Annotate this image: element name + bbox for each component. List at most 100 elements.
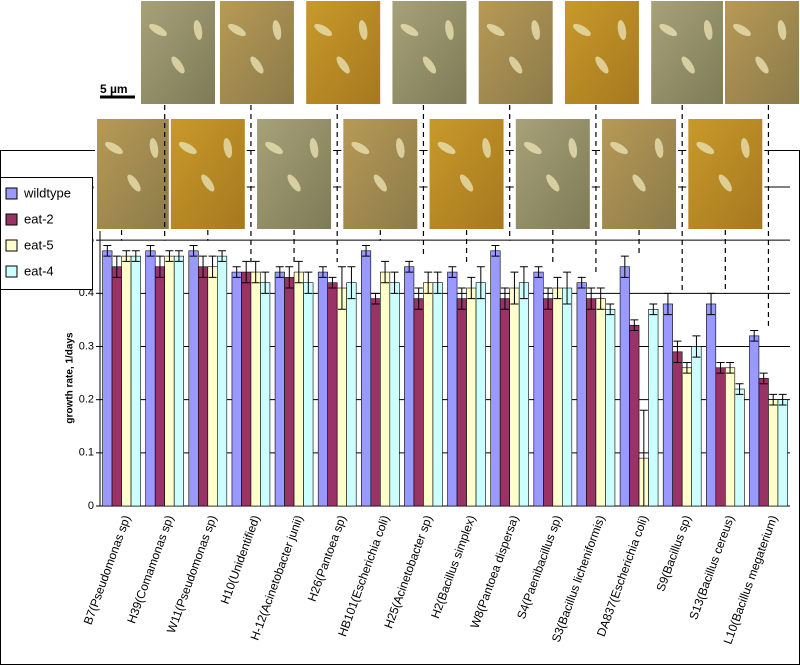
bar (681, 367, 692, 507)
bar (562, 287, 573, 507)
bar (164, 255, 175, 507)
bar (768, 399, 779, 507)
bar (777, 399, 788, 507)
micrograph (427, 117, 506, 231)
error-bar (261, 271, 270, 294)
micrograph (600, 117, 679, 231)
error-bar (716, 361, 725, 374)
error-bar (112, 255, 121, 278)
legend-label: eat-2 (24, 211, 54, 226)
cell (573, 23, 591, 37)
error-bar (519, 266, 528, 300)
bar (518, 282, 529, 507)
bar (346, 282, 357, 507)
error-bar (328, 276, 337, 289)
cell (127, 174, 141, 192)
cell (659, 23, 678, 37)
micrograph (217, 0, 296, 106)
error-bar (146, 244, 155, 257)
cell (351, 141, 370, 155)
bar (231, 271, 242, 507)
error-bar (165, 250, 174, 262)
error-bar (553, 276, 562, 300)
error-bar (405, 260, 414, 273)
cell (358, 20, 368, 40)
cell (741, 138, 750, 158)
bar (260, 282, 271, 507)
bar (447, 271, 458, 507)
cell (105, 141, 123, 155)
bar (619, 266, 630, 507)
cell (459, 174, 474, 192)
error-bar (242, 260, 251, 284)
error-bar (251, 260, 260, 284)
error-bar (318, 266, 327, 278)
bar (327, 282, 338, 507)
error-bar (381, 260, 390, 284)
bar (715, 367, 726, 507)
cell (595, 56, 609, 74)
micrograph (139, 0, 217, 106)
micrograph (562, 0, 641, 106)
bar (509, 287, 520, 507)
y-tick-label: 0 (88, 500, 94, 512)
error-bar (174, 250, 183, 262)
cell (400, 23, 419, 37)
bar (456, 298, 467, 507)
error-bar (337, 266, 346, 310)
bar (533, 271, 544, 507)
error-bar (347, 266, 356, 300)
error-bar (414, 287, 423, 310)
micrograph (341, 117, 420, 231)
cell (531, 20, 540, 40)
legend-label: wildtype (23, 185, 71, 200)
error-bar (673, 340, 682, 363)
error-bar (371, 292, 380, 305)
cell (171, 56, 185, 74)
bar (749, 335, 760, 507)
bar (198, 266, 209, 507)
cell (265, 141, 283, 155)
cell (733, 23, 751, 37)
error-bar (735, 383, 744, 395)
error-bar (778, 393, 787, 406)
cell (755, 56, 769, 74)
bar (691, 346, 702, 507)
error-bar (285, 266, 294, 289)
error-bar (596, 287, 605, 310)
cell (223, 138, 233, 158)
cell (373, 174, 387, 192)
bar (317, 271, 328, 507)
bar (284, 277, 295, 507)
bar (250, 271, 261, 507)
bar (490, 250, 501, 507)
error-bar (663, 292, 672, 316)
bar (725, 367, 736, 507)
error-bar (534, 266, 543, 278)
micrograph (686, 117, 765, 231)
bar (706, 303, 717, 507)
bar (734, 388, 745, 507)
error-bar (563, 271, 572, 305)
error-bar (750, 330, 759, 342)
error-bar (103, 244, 112, 257)
cell (437, 141, 456, 155)
bar (293, 271, 304, 507)
micrograph (255, 117, 334, 231)
error-bar (759, 372, 768, 385)
cell (396, 138, 405, 158)
bar (303, 282, 314, 507)
error-bar (726, 361, 735, 374)
error-bar (131, 250, 140, 262)
y-tick-label: 0.2 (79, 394, 94, 406)
error-bar (769, 393, 778, 406)
micrograph (513, 117, 592, 231)
micrograph (390, 0, 469, 106)
cell (696, 141, 715, 155)
cell (523, 141, 542, 155)
cell (654, 138, 664, 158)
error-bar (275, 266, 284, 278)
bar (475, 282, 486, 507)
error-bar (544, 287, 553, 310)
